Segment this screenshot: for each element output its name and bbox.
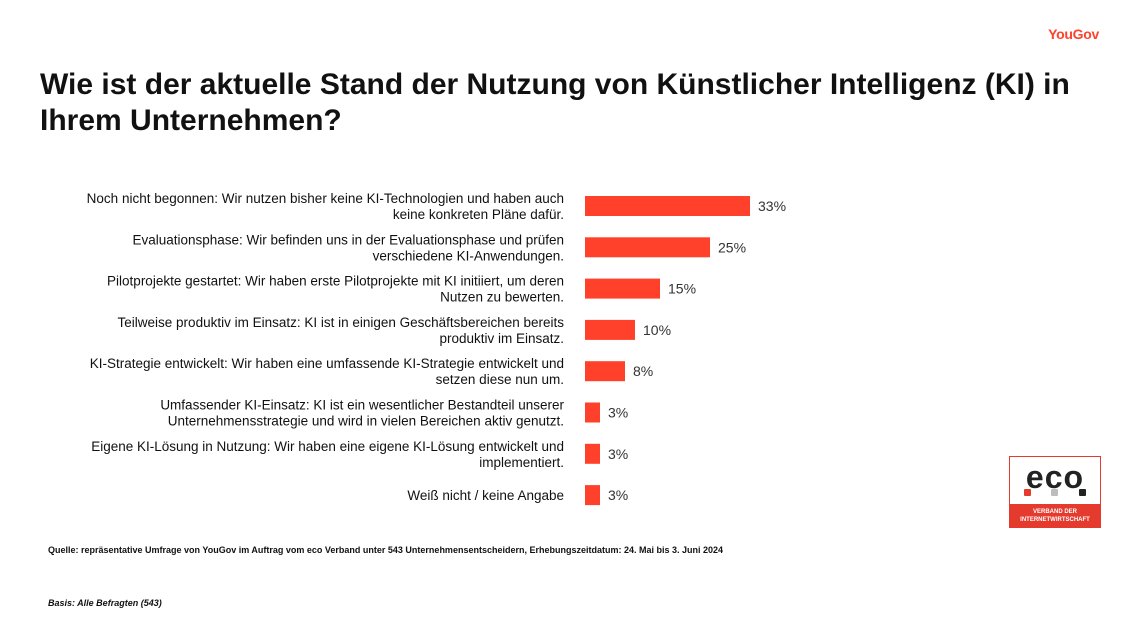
value-label: 33% xyxy=(758,198,786,214)
category-label: Pilotprojekte gestartet: Wir haben erste… xyxy=(107,274,564,305)
bar xyxy=(585,402,600,423)
yougov-logo: YouGov xyxy=(1048,26,1099,42)
bar xyxy=(585,237,710,258)
eco-logo-tagline-line2: INTERNETWIRTSCHAFT xyxy=(1020,517,1090,523)
eco-logo-tagline-line1: VERBAND DER xyxy=(1032,509,1077,515)
value-label: 3% xyxy=(608,487,628,503)
eco-logo: eco VERBAND DER INTERNETWIRTSCHAFT xyxy=(1009,456,1101,528)
basis-note: Basis: Alle Befragten (543) xyxy=(48,598,162,608)
eco-logo-dot-red xyxy=(1024,489,1031,496)
source-note: Quelle: repräsentative Umfrage von YouGo… xyxy=(48,545,724,555)
category-label: Evaluationsphase: Wir befinden uns in de… xyxy=(132,232,564,263)
eco-logo-dot-dark xyxy=(1079,489,1086,496)
value-label: 8% xyxy=(633,363,653,379)
bar xyxy=(585,319,635,340)
category-label: Umfassender KI-Einsatz: KI ist ein wesen… xyxy=(160,398,564,429)
value-label: 3% xyxy=(608,405,628,421)
category-label: Weiß nicht / keine Angabe xyxy=(407,488,564,503)
value-label: 15% xyxy=(668,281,696,297)
eco-logo-dots xyxy=(1024,489,1086,497)
bar xyxy=(585,361,625,382)
eco-logo-dot-gray xyxy=(1051,489,1058,496)
value-label: 10% xyxy=(643,322,671,338)
bar xyxy=(585,485,600,506)
bar xyxy=(585,278,660,299)
value-label: 25% xyxy=(718,239,746,255)
category-label: Teilweise produktiv im Einsatz: KI ist i… xyxy=(118,315,565,346)
value-label: 3% xyxy=(608,446,628,462)
chart-title: Wie ist der aktuelle Stand der Nutzung v… xyxy=(40,68,1070,137)
category-label: Noch nicht begonnen: Wir nutzen bisher k… xyxy=(87,191,564,222)
category-label: Eigene KI-Lösung in Nutzung: Wir haben e… xyxy=(91,439,564,470)
bar xyxy=(585,443,600,464)
category-label: KI-Strategie entwickelt: Wir haben eine … xyxy=(90,356,564,387)
eco-logo-tagline: VERBAND DER INTERNETWIRTSCHAFT xyxy=(1010,504,1100,527)
bar xyxy=(585,196,750,216)
